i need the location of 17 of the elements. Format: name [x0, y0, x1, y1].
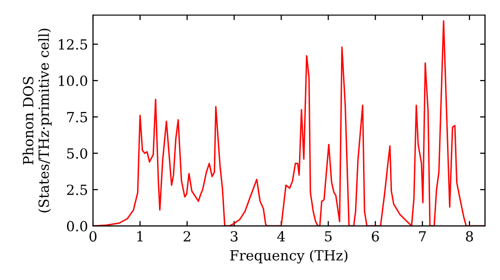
y-axis-title: Phonon DOS (States/THz·primitive cell) — [22, 28, 52, 212]
x-tick-label: 7 — [419, 231, 426, 242]
x-tick-label: 5 — [325, 231, 332, 242]
x-tick-label: 4 — [277, 231, 285, 242]
x-tick-label: 6 — [372, 231, 379, 242]
x-axis-title: Frequency (THz) — [230, 250, 348, 264]
x-tick-label: 3 — [230, 231, 238, 242]
y-tick-label: 0.0 — [66, 220, 88, 232]
x-tick-label: 8 — [466, 231, 473, 242]
x-tick-label: 2 — [184, 231, 190, 242]
x-tick-label: 0 — [89, 231, 96, 242]
y-tick-label: 7.5 — [67, 112, 88, 122]
y-tick-label: 5.0 — [67, 148, 88, 159]
x-tick-label: 1 — [137, 231, 143, 242]
y-tick-label: 2.5 — [66, 184, 88, 196]
y-tick-label: 10.0 — [58, 76, 88, 86]
y-tick-label: 12.5 — [58, 39, 88, 50]
